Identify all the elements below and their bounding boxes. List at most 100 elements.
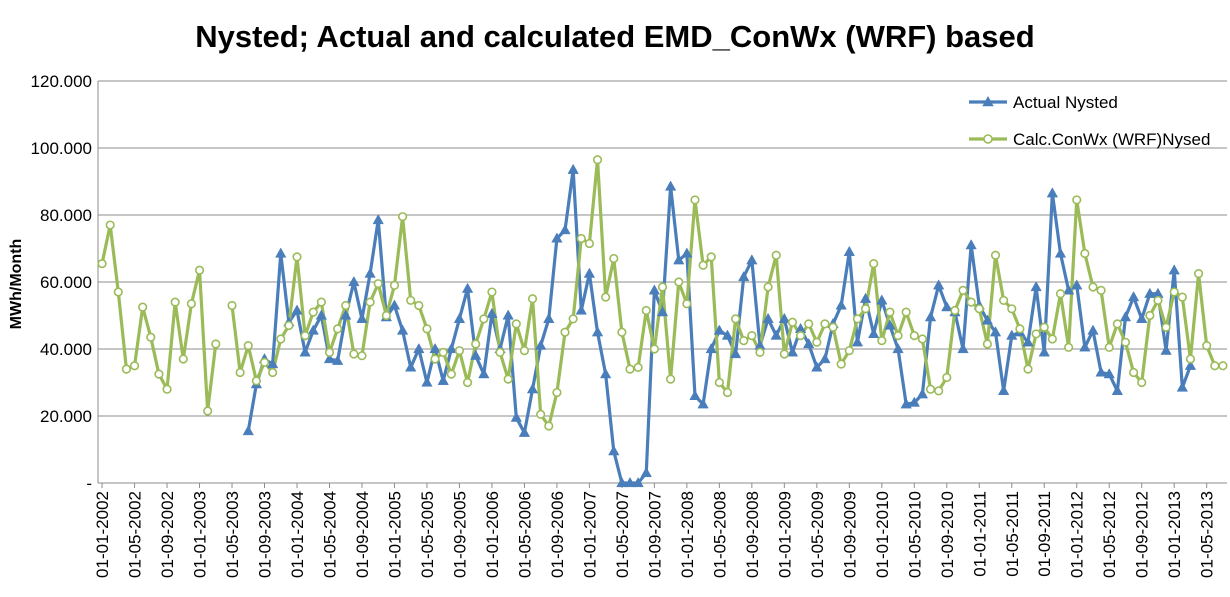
data-point-actual [941, 301, 953, 312]
data-point-calc [211, 339, 221, 349]
x-tick-label: 01-09-2010 [938, 491, 957, 578]
data-point-actual [583, 267, 596, 278]
data-point-calc [1193, 269, 1204, 279]
y-tick-label: 120.000 [31, 72, 92, 91]
data-point-calc [243, 341, 253, 351]
data-point-actual [924, 311, 937, 322]
data-point-calc [121, 364, 132, 374]
chart-title: Nysted; Actual and calculated EMD_ConWx … [195, 19, 1034, 54]
data-point-actual [323, 353, 336, 364]
data-point-actual [908, 396, 920, 407]
data-point-actual [697, 398, 709, 409]
data-point-calc [714, 377, 724, 388]
x-tick-label: 01-09-2012 [1133, 491, 1152, 578]
x-tick-label: 01-01-2009 [775, 491, 794, 578]
data-point-calc [576, 233, 586, 244]
x-tick-label: 01-05-2013 [1198, 491, 1217, 578]
data-point-calc [625, 364, 635, 374]
data-point-actual [713, 324, 726, 335]
data-point-calc [568, 314, 578, 324]
data-point-calc [852, 314, 863, 324]
data-point-actual [291, 304, 303, 315]
x-tick-label: 01-01-2006 [483, 491, 502, 578]
data-point-actual [1087, 324, 1099, 335]
x-tick-label: 01-09-2005 [450, 491, 469, 578]
data-point-actual [1030, 281, 1042, 292]
y-tick-label: 20.000 [40, 407, 92, 426]
data-point-actual [843, 245, 855, 256]
data-point-actual [868, 327, 880, 339]
data-point-calc [1047, 334, 1057, 344]
data-point-actual [681, 247, 693, 258]
data-point-actual [989, 326, 1002, 337]
data-point-calc [771, 250, 781, 260]
x-tick-label: 01-05-2009 [808, 491, 827, 578]
data-point-calc [657, 282, 668, 292]
data-point-calc [462, 377, 473, 388]
data-point-calc [1145, 310, 1155, 321]
data-point-actual [721, 329, 734, 340]
data-point-actual [405, 361, 417, 372]
data-point-calc [1120, 337, 1131, 347]
data-point-calc [1185, 354, 1196, 364]
data-point-actual [892, 342, 904, 354]
data-point-calc [170, 297, 180, 307]
data-point-calc [1055, 289, 1066, 299]
data-point-calc [397, 212, 408, 222]
x-tick-label: 01-09-2007 [645, 491, 664, 578]
data-point-calc [1161, 322, 1171, 332]
gridlines [97, 80, 1227, 484]
data-point-calc [1202, 341, 1212, 351]
data-point-actual [413, 342, 425, 354]
x-tick-label: 01-05-2010 [905, 491, 924, 578]
data-point-actual [835, 299, 847, 310]
x-tick-label: 01-05-2004 [320, 491, 339, 578]
data-point-calc [1096, 285, 1106, 295]
y-tick-label: 60.000 [40, 273, 92, 292]
data-point-calc [869, 258, 879, 269]
data-point-calc [560, 327, 570, 337]
data-point-actual [445, 342, 457, 354]
data-point-calc [438, 347, 448, 357]
data-point-calc [511, 319, 521, 329]
data-point-calc [934, 386, 944, 396]
data-point-actual [933, 279, 945, 290]
data-point-actual [348, 275, 360, 287]
y-tick-label: 40.000 [40, 340, 92, 359]
data-point-calc [706, 252, 716, 262]
x-tick-labels: 01-01-2002 01-05-2002 01-09-2002 01-01-2003… [93, 483, 1217, 578]
data-point-actual [1079, 341, 1091, 352]
data-point-actual [673, 254, 685, 265]
data-point-calc [958, 285, 968, 295]
data-point-calc [1039, 322, 1049, 332]
data-point-calc [755, 347, 765, 357]
data-point-calc [1088, 282, 1098, 292]
x-tick-label: 01-01-2011 [970, 491, 989, 577]
data-point-actual [1144, 287, 1156, 298]
data-point-actual [1127, 291, 1140, 302]
data-point-actual [1054, 247, 1067, 258]
data-point-calc [365, 297, 375, 307]
x-tick-label: 01-01-2003 [191, 491, 210, 578]
data-point-actual [1006, 329, 1018, 340]
y-tick-label: - [86, 474, 92, 493]
data-point-actual [429, 342, 441, 354]
x-tick-label: 01-09-2006 [548, 491, 567, 578]
data-point-calc [479, 314, 489, 324]
data-point-actual [372, 214, 384, 225]
data-point-actual [884, 319, 896, 330]
data-point-calc [276, 334, 286, 344]
data-point-calc [1210, 361, 1220, 371]
x-tick-label: 01-05-2007 [613, 491, 632, 578]
series-markers [97, 155, 1228, 488]
data-point-actual [535, 339, 547, 350]
data-point-actual [803, 337, 815, 349]
data-point-calc [1023, 364, 1033, 374]
data-point-actual [616, 476, 628, 488]
x-tick-label: 01-09-2009 [840, 491, 859, 578]
data-point-calc [227, 300, 237, 311]
data-point-calc [178, 354, 188, 364]
data-point-actual [567, 163, 579, 174]
x-tick-label: 01-01-2005 [385, 491, 404, 578]
y-tick-label: 80.000 [40, 206, 92, 225]
